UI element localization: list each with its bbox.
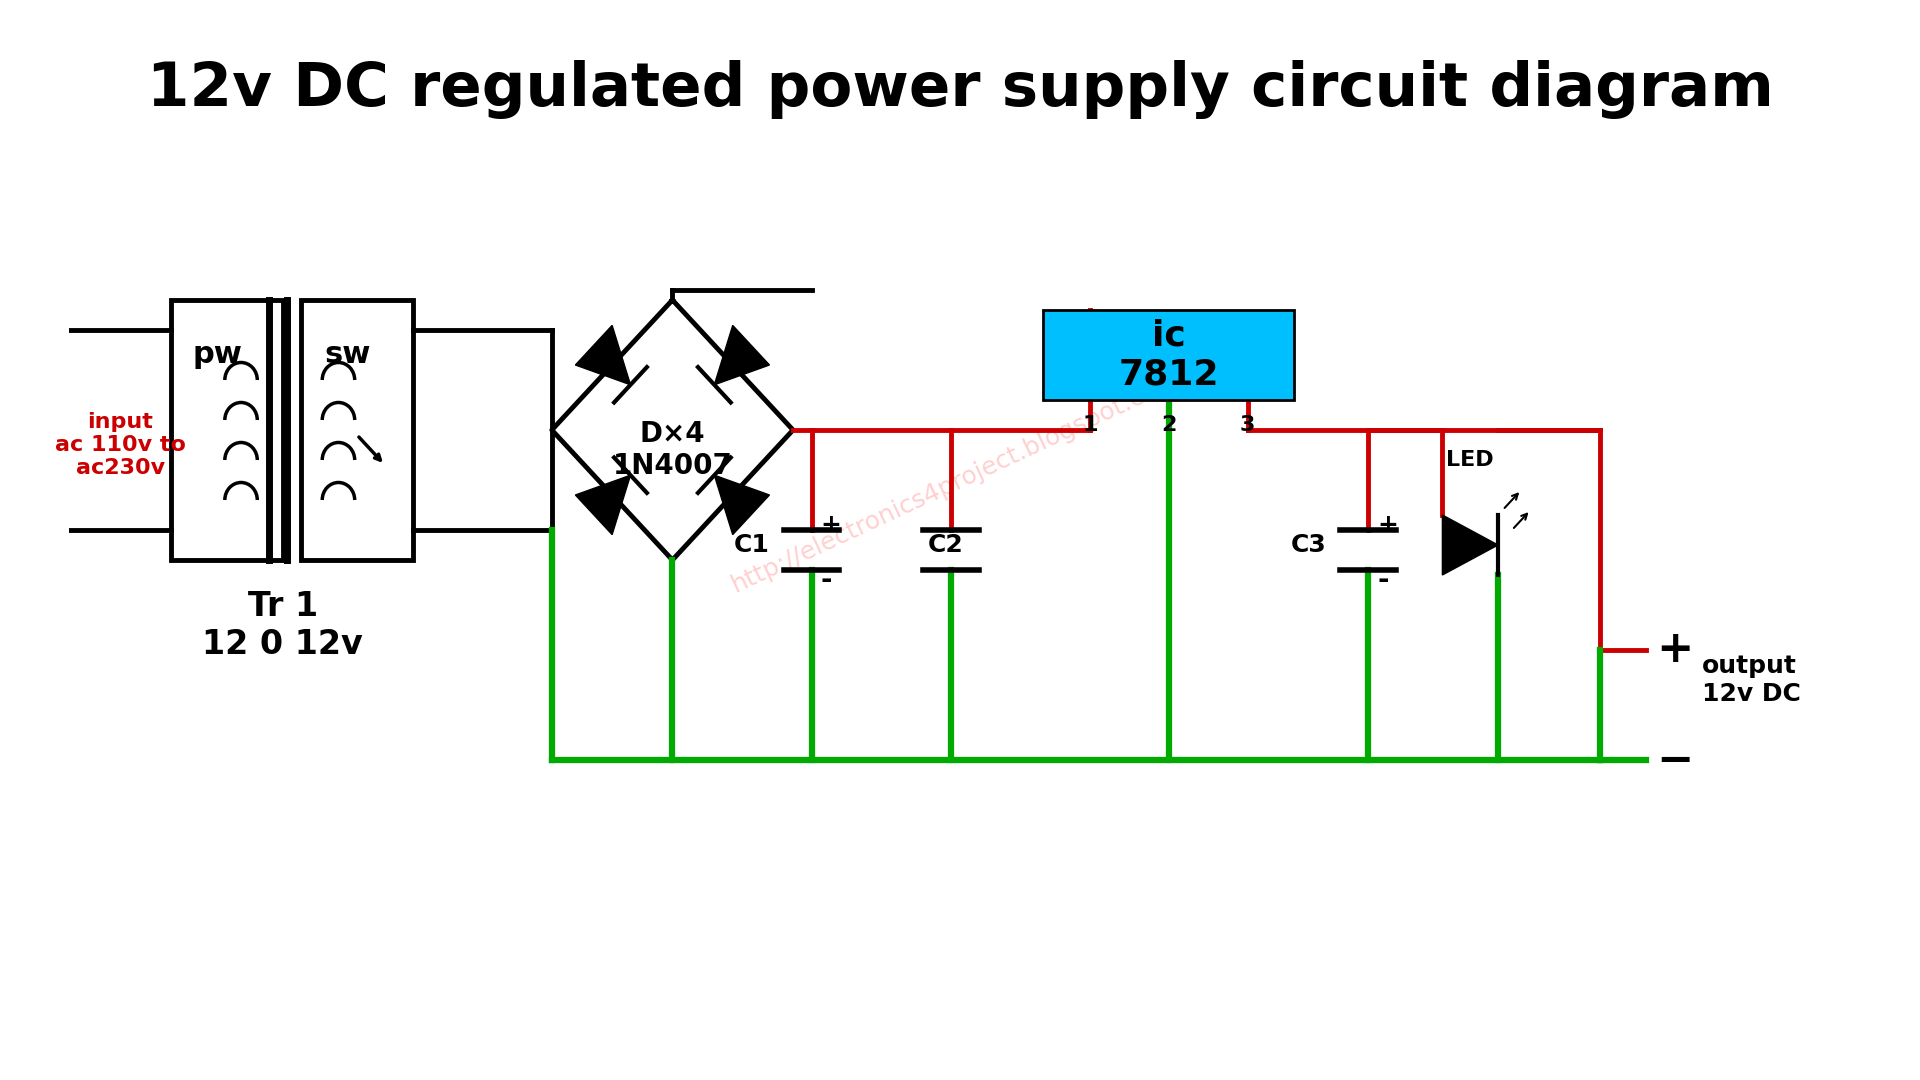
Polygon shape <box>576 325 630 384</box>
Bar <box>171 300 282 561</box>
Text: 12v DC regulated power supply circuit diagram: 12v DC regulated power supply circuit di… <box>146 60 1774 119</box>
Text: 1: 1 <box>1083 415 1098 435</box>
Text: +: + <box>1377 513 1398 537</box>
Text: C1: C1 <box>733 534 770 557</box>
Polygon shape <box>576 475 630 535</box>
Text: output
12v DC: output 12v DC <box>1703 654 1801 706</box>
Text: C2: C2 <box>927 534 964 557</box>
Text: -: - <box>822 566 833 594</box>
Polygon shape <box>714 325 770 384</box>
Bar <box>301 300 413 561</box>
Text: sw: sw <box>324 340 371 369</box>
Polygon shape <box>1442 515 1498 575</box>
Text: Tr 1
12 0 12v: Tr 1 12 0 12v <box>202 590 363 661</box>
Text: LED: LED <box>1446 450 1494 470</box>
Text: +: + <box>822 513 841 537</box>
Polygon shape <box>714 475 770 535</box>
Text: −: − <box>1655 739 1693 782</box>
Text: -: - <box>1377 566 1388 594</box>
Text: http://electronics4project.blogspot.com/: http://electronics4project.blogspot.com/ <box>728 363 1192 597</box>
Text: input
ac 110v to
ac230v: input ac 110v to ac230v <box>56 411 186 478</box>
Text: D×4
1N4007: D×4 1N4007 <box>612 420 732 481</box>
Text: 3: 3 <box>1240 415 1256 435</box>
Text: +: + <box>1655 629 1693 672</box>
Text: ic
7812: ic 7812 <box>1119 319 1219 392</box>
Text: 2: 2 <box>1162 415 1177 435</box>
Text: C3: C3 <box>1290 534 1327 557</box>
Bar <box>1043 310 1294 400</box>
Text: pw: pw <box>192 340 242 369</box>
